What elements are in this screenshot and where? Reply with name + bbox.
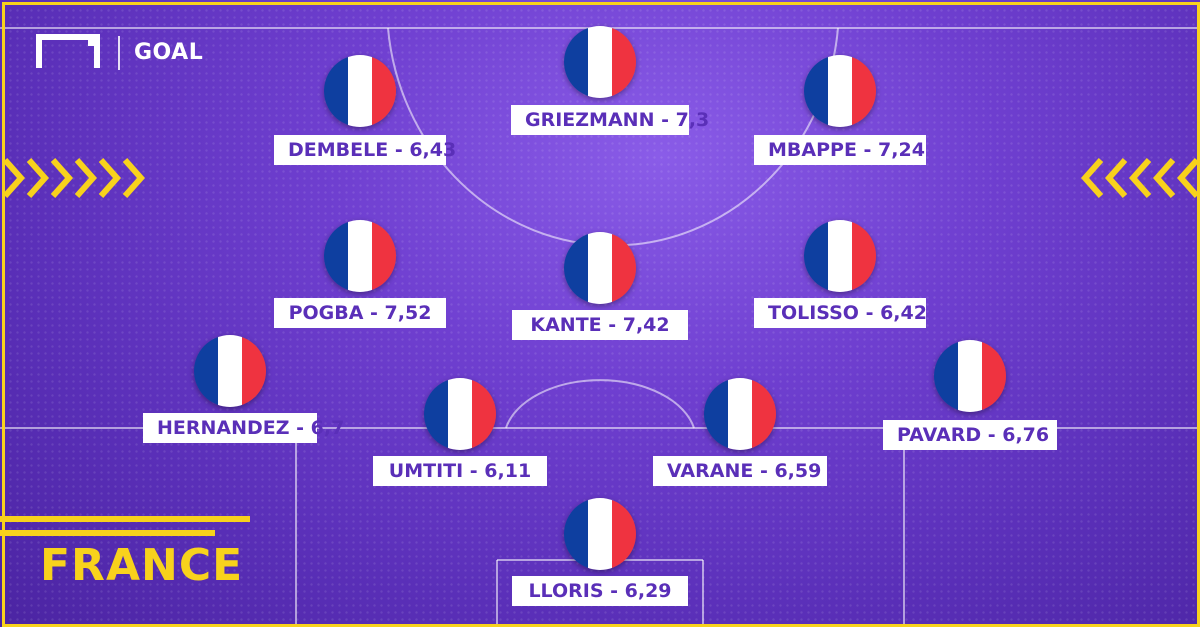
chevron-left-icon [1104, 155, 1130, 201]
player-label: MBAPPE - 7,24 [754, 135, 926, 165]
logo-text: GOAL [134, 40, 204, 65]
france-flag-icon [564, 26, 636, 98]
player-label: UMTITI - 6,11 [373, 456, 547, 486]
chevron-right-icon [48, 155, 74, 201]
player-label: TOLISSO - 6,42 [754, 298, 927, 328]
chevrons-left [0, 155, 146, 201]
player-label: PAVARD - 6,76 [883, 420, 1057, 450]
france-flag-icon [564, 232, 636, 304]
goal-post-icon [36, 34, 100, 68]
player-label: LLORIS - 6,29 [512, 576, 688, 606]
france-flag-icon [934, 340, 1006, 412]
france-flag-icon [324, 220, 396, 292]
team-name: FRANCE [40, 540, 244, 591]
chevron-right-icon [72, 155, 98, 201]
france-flag-icon [324, 55, 396, 127]
chevron-right-icon [120, 155, 146, 201]
player-label: DEMBELE - 6,43 [274, 135, 456, 165]
chevron-left-icon [1152, 155, 1178, 201]
chevron-right-icon [0, 155, 26, 201]
france-flag-icon [564, 498, 636, 570]
france-flag-icon [424, 378, 496, 450]
accent-bar-bottom [0, 530, 215, 536]
france-flag-icon [804, 220, 876, 292]
chevron-right-icon [96, 155, 122, 201]
player-label: KANTE - 7,42 [512, 310, 688, 340]
pitch-penalty-arc [505, 379, 695, 429]
player-label: HERNANDEZ - 6,7 [143, 413, 344, 443]
player-label: POGBA - 7,52 [274, 298, 446, 328]
chevron-left-icon [1176, 155, 1200, 201]
france-flag-icon [804, 55, 876, 127]
france-flag-icon [704, 378, 776, 450]
chevrons-right [1080, 155, 1200, 201]
accent-bar-top [0, 516, 250, 522]
player-label: VARANE - 6,59 [653, 456, 827, 486]
france-flag-icon [194, 335, 266, 407]
chevron-right-icon [24, 155, 50, 201]
player-label: GRIEZMANN - 7,3 [511, 105, 709, 135]
logo-divider [118, 36, 120, 70]
chevron-left-icon [1080, 155, 1106, 201]
chevron-left-icon [1128, 155, 1154, 201]
